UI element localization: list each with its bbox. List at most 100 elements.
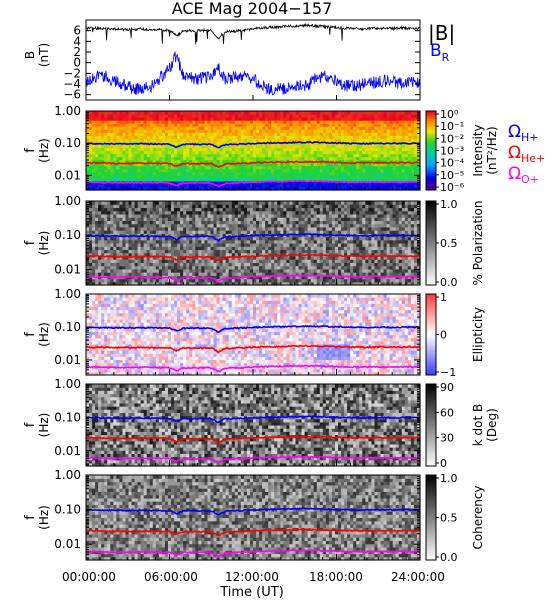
spectrogram-cell [280,153,284,158]
spectrogram-cell [334,162,339,167]
spectrogram-cell [207,147,212,152]
spectrogram-cell [365,117,369,121]
spectrogram-cell [228,150,233,155]
spectrogram-cell [265,153,269,158]
spectrogram-cell [386,165,391,170]
spectrogram-cell [362,171,366,176]
panel-polarization: 1.000.100.01f (Hz)1.00.50.0% Polarization [23,194,485,289]
spectrogram-cell [368,138,373,142]
spectrogram-cell [207,132,212,136]
spectrogram-cell [350,126,354,130]
spectrogram-cell [404,114,409,118]
spectrogram-cell [201,120,206,124]
spectrogram-cell [347,171,351,176]
spectrogram-cell [341,135,345,139]
spectrogram-cell [174,180,178,185]
spectrogram-cell [110,132,114,136]
spectrogram-cell [201,153,206,158]
spectrogram-cell [134,159,139,164]
spectrogram-cell [277,120,281,124]
spectrogram-cell [274,114,278,118]
spectrogram-cell [246,159,251,164]
spectrogram-cell [413,153,418,158]
spectrogram-cell [413,120,418,124]
spectrogram-cell [347,117,351,121]
spectrogram-cell [331,174,336,179]
spectrogram-cell [201,111,206,115]
spectrogram-cell [243,153,248,158]
y-tick-label: −4 [63,77,81,91]
spectrogram-cell [186,138,190,142]
spectrogram-cell [167,138,172,142]
spectrogram-cell [365,147,369,152]
spectrogram-cell [268,165,272,170]
spectrogram-cell [146,144,151,149]
spectrogram-cell [383,123,388,127]
spectrogram-cell [246,156,251,161]
spectrogram-cell [210,165,215,170]
spectrogram-cell [298,117,303,121]
spectrogram-cell [113,144,117,149]
spectrogram-cell [155,135,160,139]
spectrogram-cell [207,135,212,139]
spectrogram-cell [380,177,385,182]
spectrogram-cell [101,111,105,115]
spectrogram-cell [146,150,151,155]
spectrogram-cell [277,168,281,173]
colorbar-tick-label: 10⁻⁵ [440,169,464,182]
spectrogram-cell [328,126,333,130]
spectrogram-cell [140,162,145,167]
spectrogram-cell [183,141,187,146]
spectrogram-cell [277,135,281,139]
spectrogram-cell [101,138,105,142]
spectrogram-cell [413,111,418,115]
spectrogram-cell [225,123,230,127]
spectrogram-cell [334,135,339,139]
spectrogram-cell [137,144,142,149]
spectrogram-cell [189,129,193,133]
spectrogram-cell [204,168,209,173]
spectrogram-cell [274,162,278,167]
spectrogram-cell [386,183,391,188]
spectrogram-cell [319,111,324,115]
spectrogram-cell [371,129,376,133]
spectrogram-cell [347,156,351,161]
spectrogram-cell [362,168,366,173]
spectrogram-cell [368,120,373,124]
spectrogram-cell [344,129,348,133]
spectrogram-cell [98,126,102,130]
spectrogram-cell [313,141,318,146]
spectrogram-cell [95,171,99,176]
spectrogram-cell [186,168,190,173]
spectrogram-cell [213,168,218,173]
spectrogram-cell [401,117,406,121]
spectrogram-cell [374,150,379,155]
spectrogram-cell [353,162,357,167]
spectrogram-cell [240,123,245,127]
spectrogram-cell [347,177,351,182]
spectrogram-cell [280,135,284,139]
spectrogram-cell [365,144,369,149]
spectrogram-cell [386,162,391,167]
spectrogram-cell [259,135,263,139]
spectrogram-cell [262,174,266,179]
spectrogram-cell [268,117,272,121]
spectrogram-cell [246,186,251,191]
spectrogram-cell [231,168,236,173]
spectrogram-cell [271,117,275,121]
spectrogram-cell [171,165,175,170]
spectrogram-cell [334,147,339,152]
spectrogram-cell [243,177,248,182]
spectrogram-cell [146,171,151,176]
spectrogram-cell [177,156,181,161]
spectrogram-cell [256,150,260,155]
spectrogram-cell [307,129,312,133]
spectrogram-cell [231,147,236,152]
spectrogram-cell [325,120,330,124]
spectrogram-cell [338,156,342,161]
spectrogram-cell [207,123,212,127]
spectrogram-cell [350,165,354,170]
spectrogram-cell [271,147,275,152]
spectrogram-cell [292,144,297,149]
spectrogram-cell [95,144,99,149]
